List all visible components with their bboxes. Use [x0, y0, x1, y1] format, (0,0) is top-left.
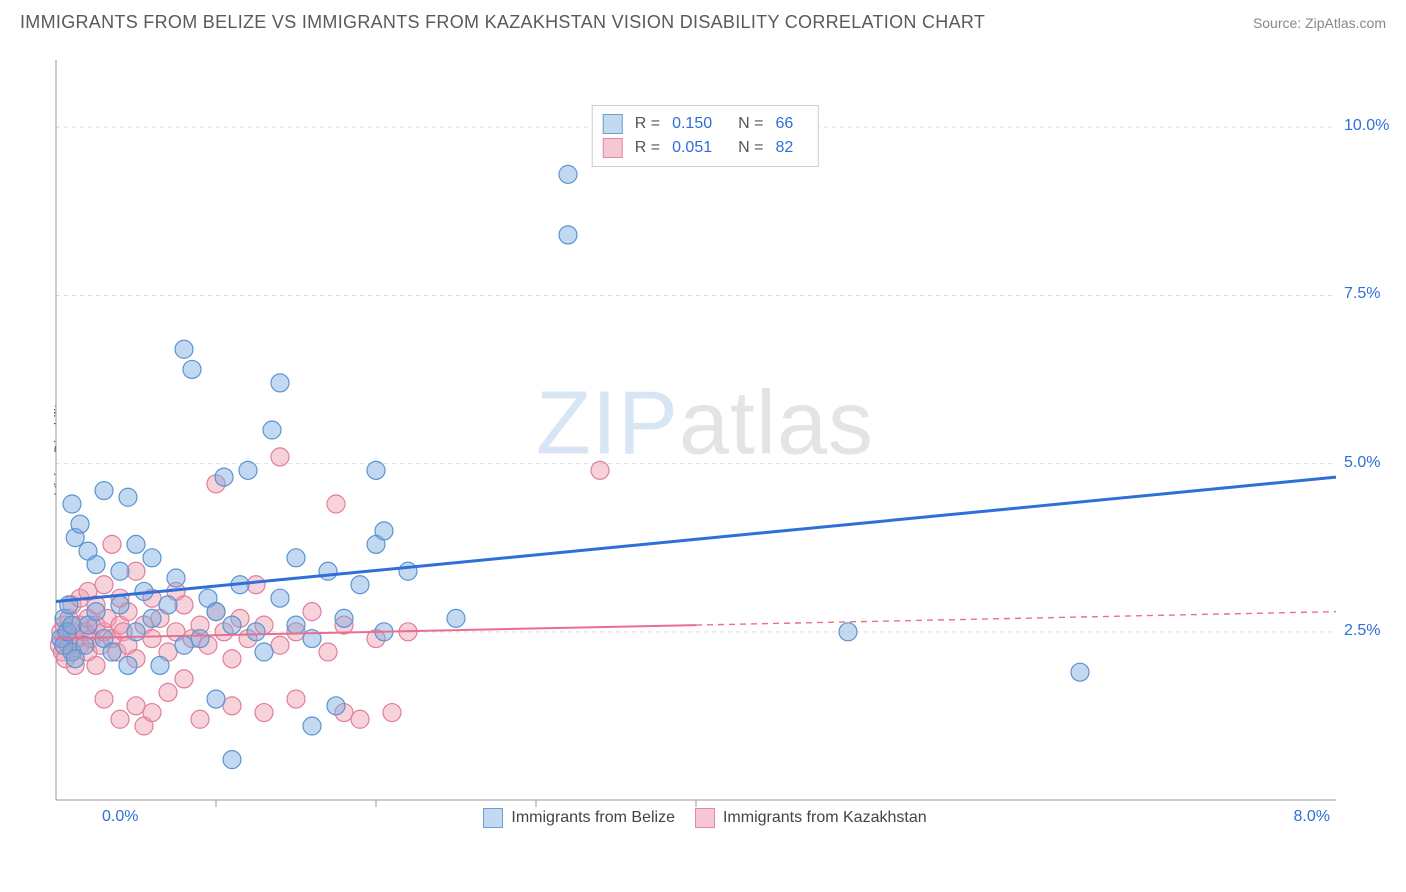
stats-row-kazakhstan: R = 0.051 N = 82	[603, 136, 808, 160]
r-value-belize: 0.150	[672, 115, 712, 133]
r-label: R =	[635, 115, 660, 133]
r-label: R =	[635, 139, 660, 157]
y-tick-label: 2.5%	[1344, 622, 1380, 640]
n-value-belize: 66	[775, 115, 793, 133]
y-tick-label: 7.5%	[1344, 285, 1380, 303]
y-tick-label: 10.0%	[1344, 117, 1389, 135]
n-label: N =	[738, 139, 763, 157]
n-label: N =	[738, 115, 763, 133]
chart-area: ZIPatlas R = 0.150 N = 66 R = 0.051 N = …	[50, 50, 1360, 830]
y-tick-label: 5.0%	[1344, 454, 1380, 472]
swatch-belize	[603, 114, 623, 134]
n-value-kazakhstan: 82	[775, 139, 793, 157]
r-value-kazakhstan: 0.051	[672, 139, 712, 157]
legend-item-belize: Immigrants from Belize	[483, 808, 675, 828]
chart-title: IMMIGRANTS FROM BELIZE VS IMMIGRANTS FRO…	[20, 12, 985, 33]
source-label: Source: ZipAtlas.com	[1253, 15, 1386, 31]
legend-item-kazakhstan: Immigrants from Kazakhstan	[695, 808, 927, 828]
stats-row-belize: R = 0.150 N = 66	[603, 112, 808, 136]
legend-label-kazakhstan: Immigrants from Kazakhstan	[723, 809, 927, 827]
series-legend: Immigrants from Belize Immigrants from K…	[50, 808, 1360, 828]
swatch-kazakhstan	[603, 138, 623, 158]
legend-swatch-belize	[483, 808, 503, 828]
header: IMMIGRANTS FROM BELIZE VS IMMIGRANTS FRO…	[0, 0, 1406, 41]
scatter-plot-svg	[50, 50, 1360, 830]
stats-legend: R = 0.150 N = 66 R = 0.051 N = 82	[592, 105, 819, 167]
legend-label-belize: Immigrants from Belize	[511, 809, 675, 827]
legend-swatch-kazakhstan	[695, 808, 715, 828]
